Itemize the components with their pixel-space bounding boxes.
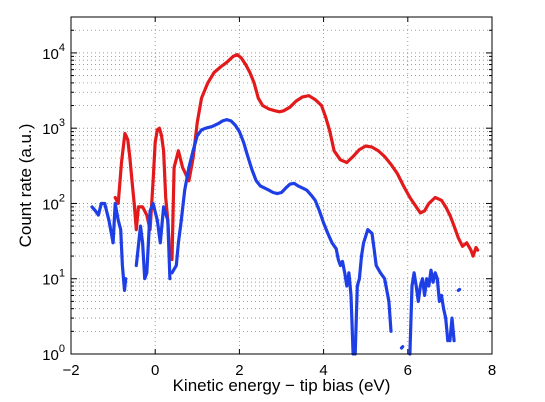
- y-tick-label-base: 10: [42, 347, 59, 364]
- y-tick-label-exponent: 2: [59, 192, 65, 204]
- y-tick-label: 104: [42, 42, 65, 63]
- axes-frame: [70, 16, 493, 355]
- x-tick-label: −2: [62, 362, 79, 379]
- y-tick-label: 101: [42, 268, 65, 289]
- y-tick-label: 103: [42, 117, 65, 138]
- plot-area: [90, 52, 480, 356]
- series-2-segment-7: [448, 316, 456, 343]
- x-tick-label: 0: [151, 362, 159, 379]
- y-tick-label-exponent: 3: [59, 117, 65, 129]
- x-tick-labels: −2 0 2 4 6 8: [62, 362, 496, 379]
- x-axis-label: Kinetic energy − tip bias (eV): [173, 376, 391, 395]
- x-tick-label: 6: [404, 362, 412, 379]
- x-tick-label: 8: [488, 362, 496, 379]
- y-tick-label-exponent: 1: [59, 268, 65, 280]
- series-2-segment-3: [170, 117, 355, 356]
- series-2-segment-4: [353, 228, 393, 356]
- series-2-segment-6: [408, 268, 450, 356]
- x-tick-label: 2: [235, 362, 243, 379]
- y-tick-label-base: 10: [42, 272, 59, 289]
- y-tick-label-exponent: 4: [59, 42, 65, 54]
- series-2-segment-2: [134, 201, 172, 281]
- y-tick-label-base: 10: [42, 46, 59, 63]
- y-tick-label-base: 10: [42, 121, 59, 138]
- y-tick-label: 102: [42, 192, 65, 213]
- y-tick-label: 100: [42, 343, 65, 364]
- y-tick-label-base: 10: [42, 196, 59, 213]
- series-2-segment-5: [399, 345, 405, 350]
- series-2-segment-8: [456, 287, 462, 292]
- series-1-segment-2: [170, 52, 480, 262]
- y-tick-label-exponent: 0: [59, 343, 65, 355]
- grid-lines: [71, 17, 492, 354]
- tick-marks: [70, 16, 493, 355]
- y-axis-label: Count rate (a.u.): [16, 124, 35, 248]
- x-tick-label: 4: [319, 362, 327, 379]
- series-2-segment-1: [90, 201, 128, 292]
- series-1-segment-1: [113, 126, 172, 258]
